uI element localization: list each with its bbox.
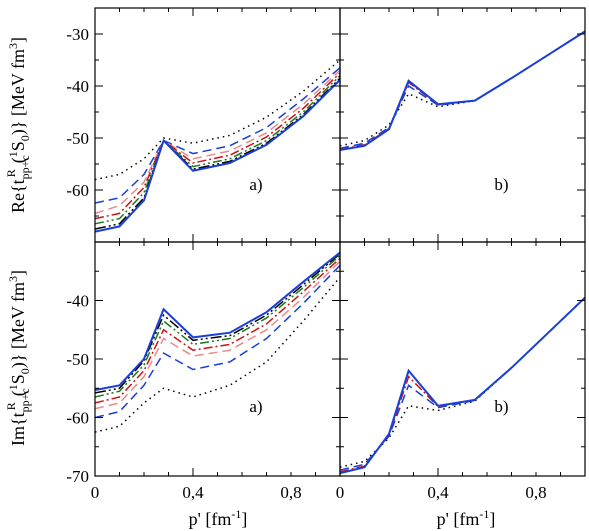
x-tick-label: 0 [91, 483, 100, 502]
series-line-3 [340, 30, 585, 151]
series-line-5 [95, 75, 340, 225]
series-line-1 [340, 30, 585, 147]
series-line-1 [95, 276, 340, 433]
series-line-2 [340, 30, 585, 150]
y-tick-label: -50 [66, 350, 89, 369]
y-tick-label: -50 [66, 129, 89, 148]
panel-label: b) [494, 397, 508, 416]
y-tick-label: -30 [66, 25, 89, 44]
series-line-4 [95, 72, 340, 220]
series-line-3 [95, 69, 340, 215]
series-line-1 [95, 59, 340, 181]
y-tick-label: -40 [66, 77, 89, 96]
series-line-1 [340, 297, 585, 468]
panel-frame [94, 7, 341, 243]
series-line-2 [95, 67, 340, 204]
y-tick-label: -60 [66, 409, 89, 428]
panel-label: a) [249, 397, 262, 416]
svg-text:Re{tpp+cR(1S0)} [MeV fm3]: Re{tpp+cR(1S0)} [MeV fm3] [4, 37, 32, 213]
x-axis-label-left: p' [fm-1] [189, 507, 248, 529]
x-tick-label: 0,4 [182, 483, 204, 502]
panel-top-right: b) [339, 7, 586, 243]
series-line-5 [95, 254, 340, 398]
y-axis-label-bottom: Im{tpp+cR(1S0)} [MeV fm3] [4, 270, 32, 446]
panels-group: -60 -50 -40 -30 a) b) -70 -60 -50 -40 0 0,4 0,8 a) 0 0,… [66, 7, 586, 502]
y-tick-label: -60 [66, 181, 89, 200]
panel-label: a) [249, 175, 262, 194]
series-line-6 [95, 77, 340, 230]
series-line-3 [340, 297, 585, 473]
series-line-6 [95, 253, 340, 394]
series-line-4 [95, 257, 340, 404]
series-group [95, 251, 340, 433]
panel-frame [94, 241, 341, 477]
x-axis-label-right: p' [fm-1] [437, 507, 496, 529]
panel-bottom-left: -70 -60 -50 -40 0 0,4 0,8 a) [66, 241, 341, 502]
panel-frame [339, 241, 586, 477]
series-line-7 [95, 79, 340, 233]
panel-bottom-right: 0 0,4 0,8 b) [336, 241, 586, 502]
series-line-7 [95, 251, 340, 391]
x-tick-label: 0 [336, 483, 345, 502]
series-line-2 [340, 297, 585, 471]
series-group [95, 59, 340, 233]
y-axis-label-top: Re{tpp+cR(1S0)} [MeV fm3] [4, 37, 32, 213]
x-tick-label: 0,4 [427, 483, 449, 502]
series-line-4 [340, 296, 585, 475]
x-tick-label: 0,8 [280, 483, 301, 502]
y-tick-label: -40 [66, 292, 89, 311]
series-group [340, 296, 585, 475]
svg-text:Im{tpp+cR(1S0)} [MeV fm3]: Im{tpp+cR(1S0)} [MeV fm3] [4, 270, 32, 446]
series-line-2 [95, 264, 340, 419]
series-line-4 [340, 30, 585, 151]
panel-top-left: -60 -50 -40 -30 a) [66, 7, 341, 243]
panel-frame [339, 7, 586, 243]
x-tick-label: 0,8 [525, 483, 546, 502]
series-group [340, 30, 585, 151]
y-tick-label: -70 [66, 467, 89, 486]
panel-label: b) [494, 175, 508, 194]
